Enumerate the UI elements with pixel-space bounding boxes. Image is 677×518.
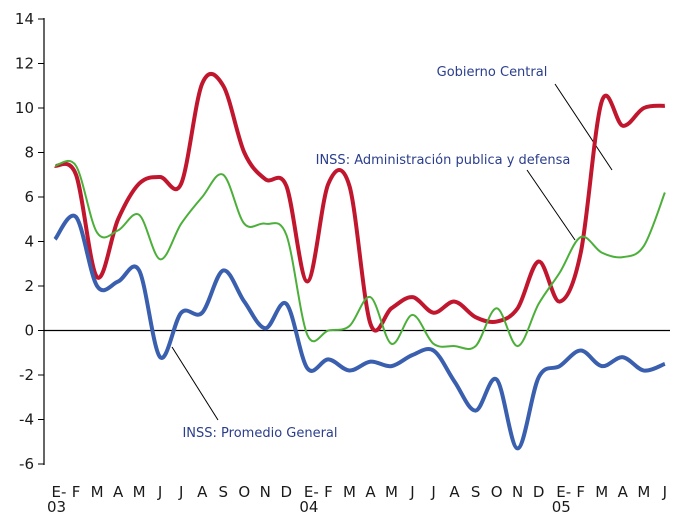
x-tick-label: J [178, 483, 183, 501]
x-tick-label: O [238, 483, 250, 501]
x-tick-label: S [471, 483, 481, 501]
x-year-label: 04 [299, 498, 318, 514]
x-tick-label: E- [304, 483, 319, 501]
y-tick-label: -2 [19, 366, 34, 384]
x-tick-label: D [281, 483, 293, 501]
x-tick-label: M [595, 483, 608, 501]
series-line [54, 159, 666, 350]
series-label: Gobierno Central [437, 65, 548, 80]
x-tick-label: F [576, 483, 585, 501]
x-tick-label: N [260, 483, 271, 501]
y-tick-label: 4 [24, 233, 34, 251]
y-tick-label: 8 [24, 144, 34, 162]
y-tick-label: 10 [15, 99, 34, 117]
x-tick-label: F [72, 483, 81, 501]
x-tick-label: O [491, 483, 503, 501]
x-tick-label: J [409, 483, 414, 501]
leader-line [526, 169, 576, 241]
x-tick-label: D [533, 483, 545, 501]
series-label: INSS: Administración publica y defensa [316, 153, 571, 168]
y-tick-label: 14 [15, 10, 34, 28]
x-tick-label: M [637, 483, 650, 501]
x-tick-label: E- [52, 483, 67, 501]
x-tick-label: A [365, 483, 376, 501]
x-year-label: 03 [47, 498, 66, 514]
x-year-label: 05 [552, 498, 571, 514]
leader-line [171, 346, 219, 421]
x-tick-label: J [157, 483, 162, 501]
y-tick-label: 2 [24, 277, 34, 295]
x-tick-label: A [197, 483, 208, 501]
x-tick-label: J [662, 483, 667, 501]
series-line [53, 213, 666, 451]
y-tick-label: -6 [19, 455, 34, 473]
y-tick-label: 6 [24, 188, 34, 206]
x-tick-label: M [133, 483, 146, 501]
leader-line [554, 83, 613, 171]
x-tick-label: E- [556, 483, 571, 501]
y-tick-label: 0 [24, 322, 34, 340]
x-tick-label: S [218, 483, 228, 501]
series-label: INSS: Promedio General [182, 426, 337, 441]
x-tick-label: A [113, 483, 124, 501]
x-tick-label: M [91, 483, 104, 501]
x-tick-label: N [512, 483, 523, 501]
x-tick-label: M [385, 483, 398, 501]
x-tick-label: J [430, 483, 435, 501]
x-tick-label: A [618, 483, 629, 501]
x-tick-label: F [324, 483, 333, 501]
x-tick-label: A [449, 483, 460, 501]
y-tick-label: -4 [19, 411, 34, 429]
x-tick-label: M [343, 483, 356, 501]
y-tick-label: 12 [15, 55, 34, 73]
series-line [54, 72, 666, 333]
